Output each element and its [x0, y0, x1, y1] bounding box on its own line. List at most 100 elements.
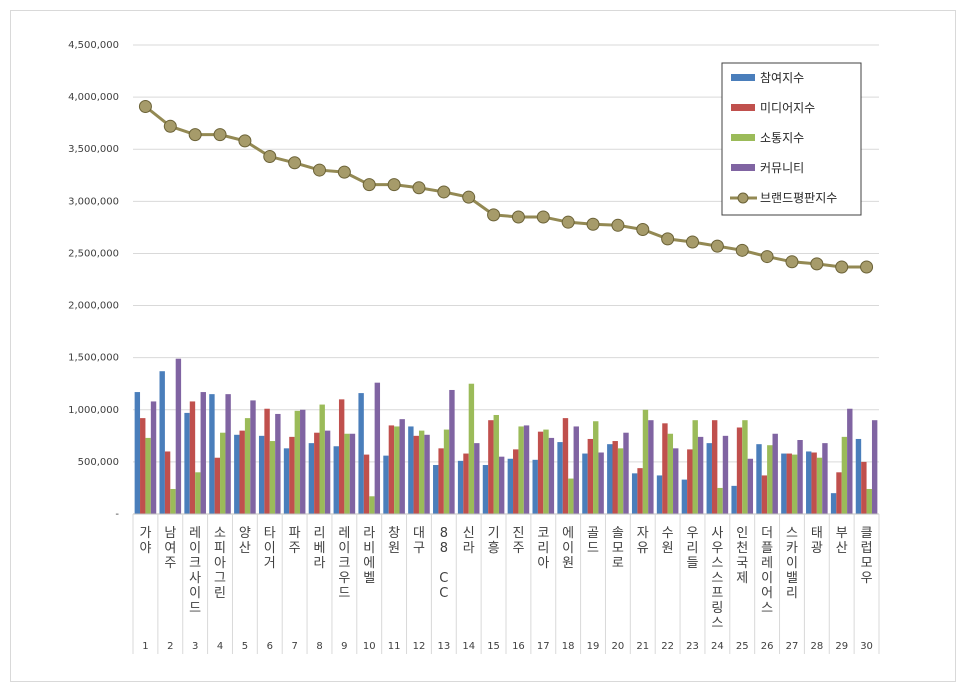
bar-3	[841, 436, 848, 514]
bar-2	[562, 418, 569, 514]
bar-3	[294, 410, 301, 514]
bar-3	[468, 383, 475, 514]
rank-label: 27	[786, 641, 799, 652]
legend-swatch	[731, 134, 755, 141]
bar-4	[523, 425, 530, 514]
bar-3	[617, 448, 624, 514]
line-point	[163, 119, 177, 133]
bar-3	[493, 414, 499, 514]
bar-1	[283, 448, 290, 514]
rank-label: 17	[537, 641, 550, 652]
bar-2	[861, 461, 867, 514]
bar-3	[791, 454, 798, 514]
bar-2	[662, 423, 668, 514]
bar-3	[593, 421, 599, 514]
bar-2	[811, 452, 817, 514]
line-point	[710, 239, 724, 253]
bar-1	[234, 434, 240, 514]
y-tick-label: 4,000,000	[68, 92, 119, 103]
rank-label: 13	[437, 641, 450, 652]
line-point	[288, 156, 302, 170]
rank-label: 16	[512, 641, 525, 652]
bar-1	[830, 493, 837, 514]
bar-1	[781, 453, 787, 514]
legend-label: 미디어지수	[760, 101, 815, 115]
bar-3	[145, 437, 151, 514]
bar-2	[537, 431, 544, 514]
rank-label: 20	[612, 641, 625, 652]
bar-4	[424, 434, 430, 514]
legend-marker	[737, 192, 749, 204]
bar-4	[324, 430, 331, 514]
bar-4	[598, 452, 604, 514]
bar-4	[300, 409, 306, 514]
bar-2	[388, 425, 395, 514]
bar-3	[443, 429, 450, 514]
bar-1	[408, 426, 414, 514]
bar-4	[722, 435, 729, 514]
bar-3	[717, 487, 723, 514]
bar-1	[557, 442, 563, 514]
bar-1	[855, 438, 862, 514]
bar-3	[220, 432, 226, 514]
rank-label: 3	[192, 641, 198, 652]
chart-frame: - 500,000 1,000,000 1,500,000 2,000,000 2,500…	[10, 10, 956, 682]
brand-reputation-chart: - 500,000 1,000,000 1,500,000 2,000,000 2,500…	[68, 40, 880, 654]
rank-label: 5	[242, 641, 248, 652]
bar-2	[612, 441, 618, 514]
rank-label: 15	[487, 641, 500, 652]
y-tick-label: -	[115, 509, 119, 520]
bar-4	[225, 394, 231, 514]
legend-swatch	[731, 164, 755, 171]
bar-4	[275, 413, 281, 514]
legend-label: 커뮤니티	[760, 161, 804, 175]
bar-4	[200, 392, 206, 514]
line-point	[313, 163, 326, 177]
y-tick-label: 1,000,000	[68, 405, 119, 416]
bar-3	[394, 426, 400, 514]
bar-2	[140, 418, 146, 514]
rank-label: 1	[142, 641, 148, 652]
legend-label: 참여지수	[760, 71, 804, 85]
bar-2	[711, 420, 718, 514]
bar-2	[338, 399, 345, 514]
bar-1	[159, 371, 165, 514]
rank-label: 29	[835, 641, 848, 652]
bar-1	[731, 485, 737, 514]
bar-3	[816, 457, 823, 514]
bar-4	[871, 420, 878, 514]
bar-2	[164, 451, 171, 514]
rank-label: 18	[562, 641, 575, 652]
gridlines	[133, 44, 879, 515]
line-point	[661, 232, 675, 246]
bar-3	[518, 426, 524, 514]
bar-4	[797, 440, 803, 514]
bar-1	[358, 393, 364, 514]
bar-1	[383, 455, 389, 514]
bar-4	[648, 420, 654, 514]
line-point	[188, 128, 202, 142]
bar-2	[189, 401, 196, 514]
bar-3	[742, 420, 748, 514]
bar-2	[736, 427, 743, 514]
rank-label: 25	[736, 641, 749, 652]
bar-3	[866, 488, 872, 514]
bar-3	[692, 420, 698, 514]
line-point	[586, 217, 600, 231]
bar-1	[607, 444, 613, 514]
bar-4	[847, 408, 853, 514]
bar-3	[319, 404, 325, 514]
